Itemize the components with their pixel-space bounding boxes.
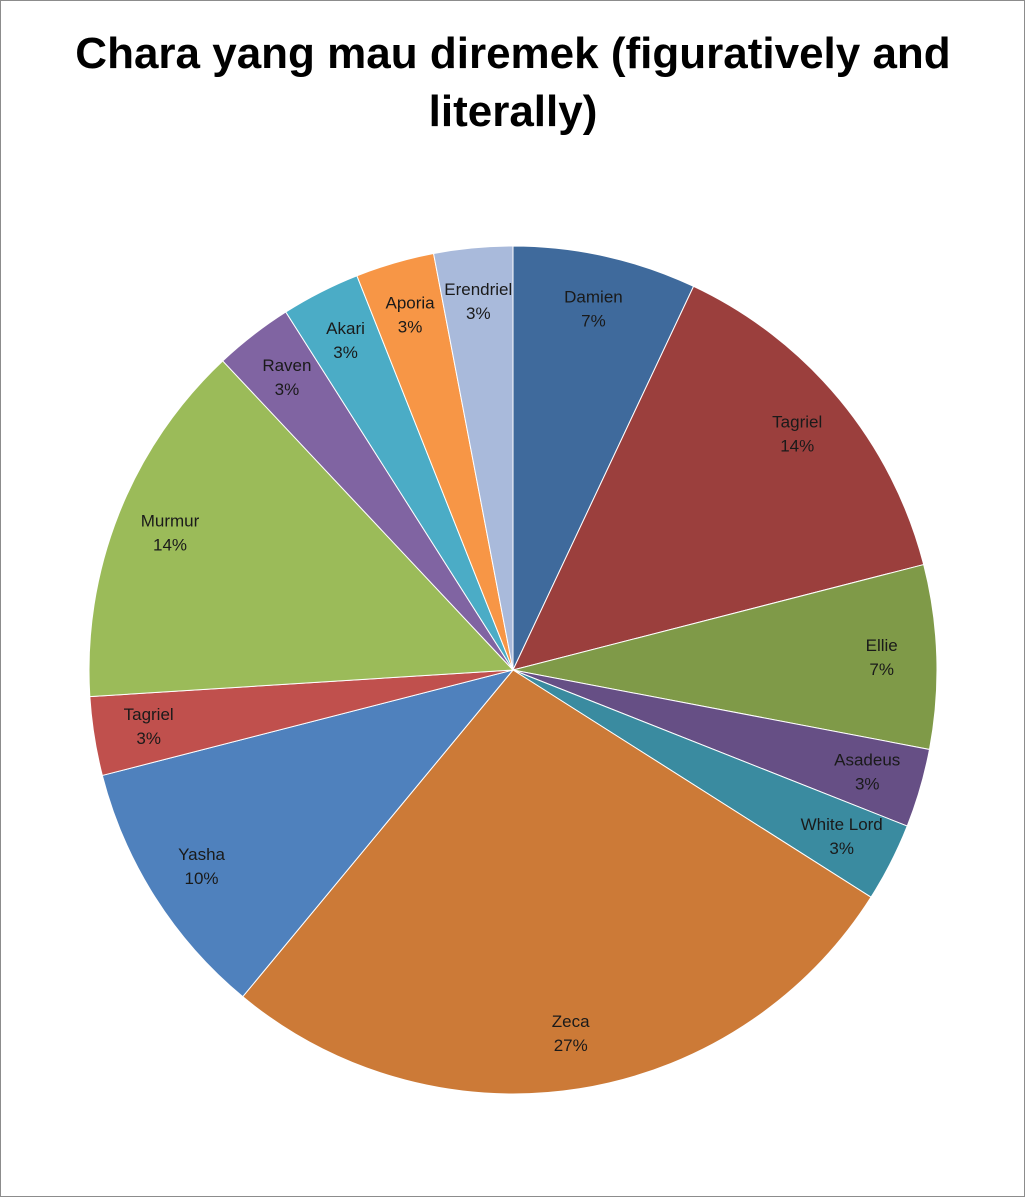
slice-value-label: 3% xyxy=(333,343,358,362)
slice-value-label: 3% xyxy=(136,729,161,748)
slice-value-label: 10% xyxy=(185,869,219,888)
pie-slice xyxy=(512,285,925,671)
slice-label: Damien xyxy=(564,287,623,306)
pie-slice xyxy=(242,669,872,1095)
slice-value-label: 27% xyxy=(554,1036,588,1055)
slice-label: Yasha xyxy=(178,845,225,864)
slice-value-label: 14% xyxy=(153,536,187,555)
slice-value-label: 3% xyxy=(275,380,300,399)
slice-label: Murmur xyxy=(141,512,200,531)
slice-label: Akari xyxy=(326,319,365,338)
slice-value-label: 7% xyxy=(869,660,894,679)
slice-label: Asadeus xyxy=(834,750,900,769)
pie-slice xyxy=(512,563,938,751)
slice-value-label: 3% xyxy=(829,839,854,858)
slice-value-label: 7% xyxy=(581,311,606,330)
slice-label: Raven xyxy=(262,356,311,375)
slice-label: White Lord xyxy=(801,815,883,834)
pie-slice xyxy=(432,245,514,671)
slice-label: Aporia xyxy=(386,293,436,312)
slice-value-label: 3% xyxy=(855,774,880,793)
chart-title: Chara yang mau diremek (figuratively and… xyxy=(75,29,951,136)
slice-label: Erendriel xyxy=(444,280,512,299)
slice-label: Tagriel xyxy=(772,412,822,431)
pie-slice xyxy=(88,360,515,698)
slice-value-label: 3% xyxy=(466,304,491,323)
pie-slice xyxy=(512,245,695,671)
pie-slice xyxy=(101,669,515,998)
slice-value-label: 14% xyxy=(780,436,814,455)
slice-value-label: 3% xyxy=(398,317,423,336)
slice-label: Ellie xyxy=(866,636,898,655)
slice-label: Zeca xyxy=(552,1012,590,1031)
slice-label: Tagriel xyxy=(124,705,174,724)
